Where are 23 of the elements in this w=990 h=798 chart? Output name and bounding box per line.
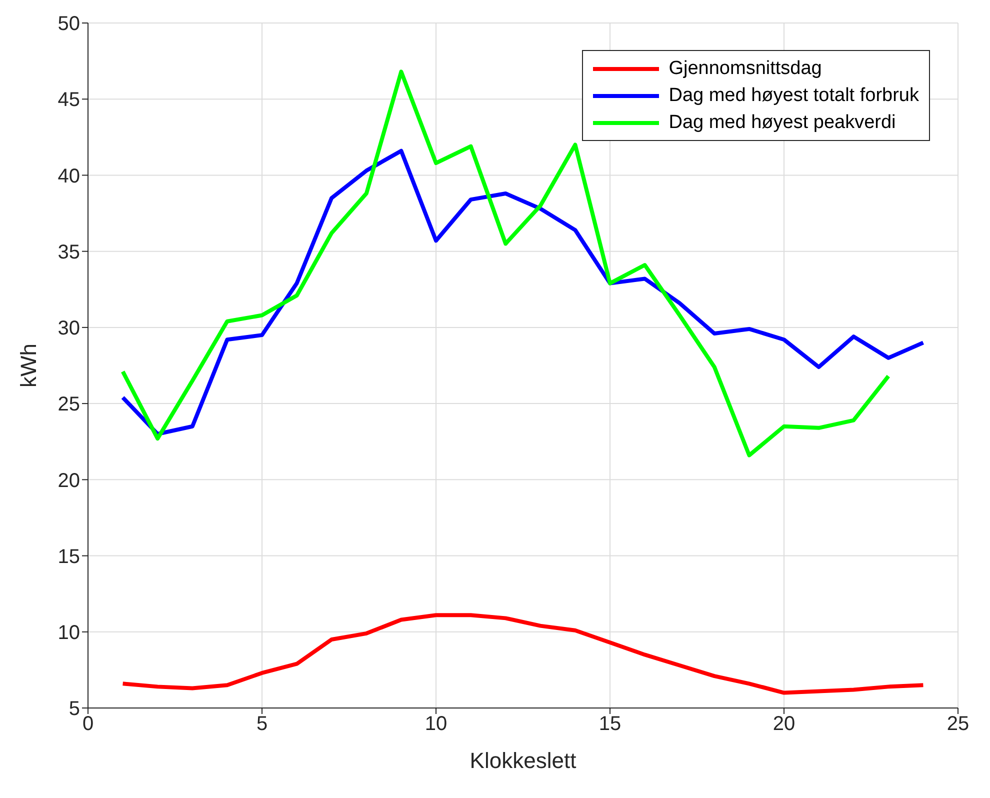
legend-label: Gjennomsnittsdag (668, 58, 822, 80)
y-axis-title: kWh (16, 344, 41, 388)
y-tick-label: 35 (58, 241, 80, 264)
x-axis-title: Klokkeslett (470, 748, 576, 773)
x-tick-label: 20 (772, 713, 796, 736)
legend-label: Dag med høyest peakverdi (668, 112, 896, 134)
y-tick-label: 5 (68, 698, 80, 720)
y-tick-label: 40 (58, 165, 80, 188)
legend-label: Dag med høyest totalt forbruk (668, 84, 919, 106)
y-tick-label: 30 (58, 318, 80, 340)
y-tick-label: 50 (58, 13, 80, 36)
y-tick-label: 15 (58, 546, 80, 568)
x-tick-label: 0 (82, 713, 94, 736)
x-tick-label: 25 (946, 713, 970, 736)
x-tick-label: 5 (256, 713, 268, 736)
y-tick-label: 10 (58, 622, 80, 644)
line-series (120, 148, 926, 436)
y-tick-label: 20 (58, 470, 80, 492)
y-tick-label: 45 (58, 89, 80, 112)
line-series (120, 613, 926, 695)
x-tick-label: 10 (424, 713, 448, 736)
x-tick-label: 15 (598, 713, 622, 736)
y-tick-label: 25 (58, 394, 80, 416)
